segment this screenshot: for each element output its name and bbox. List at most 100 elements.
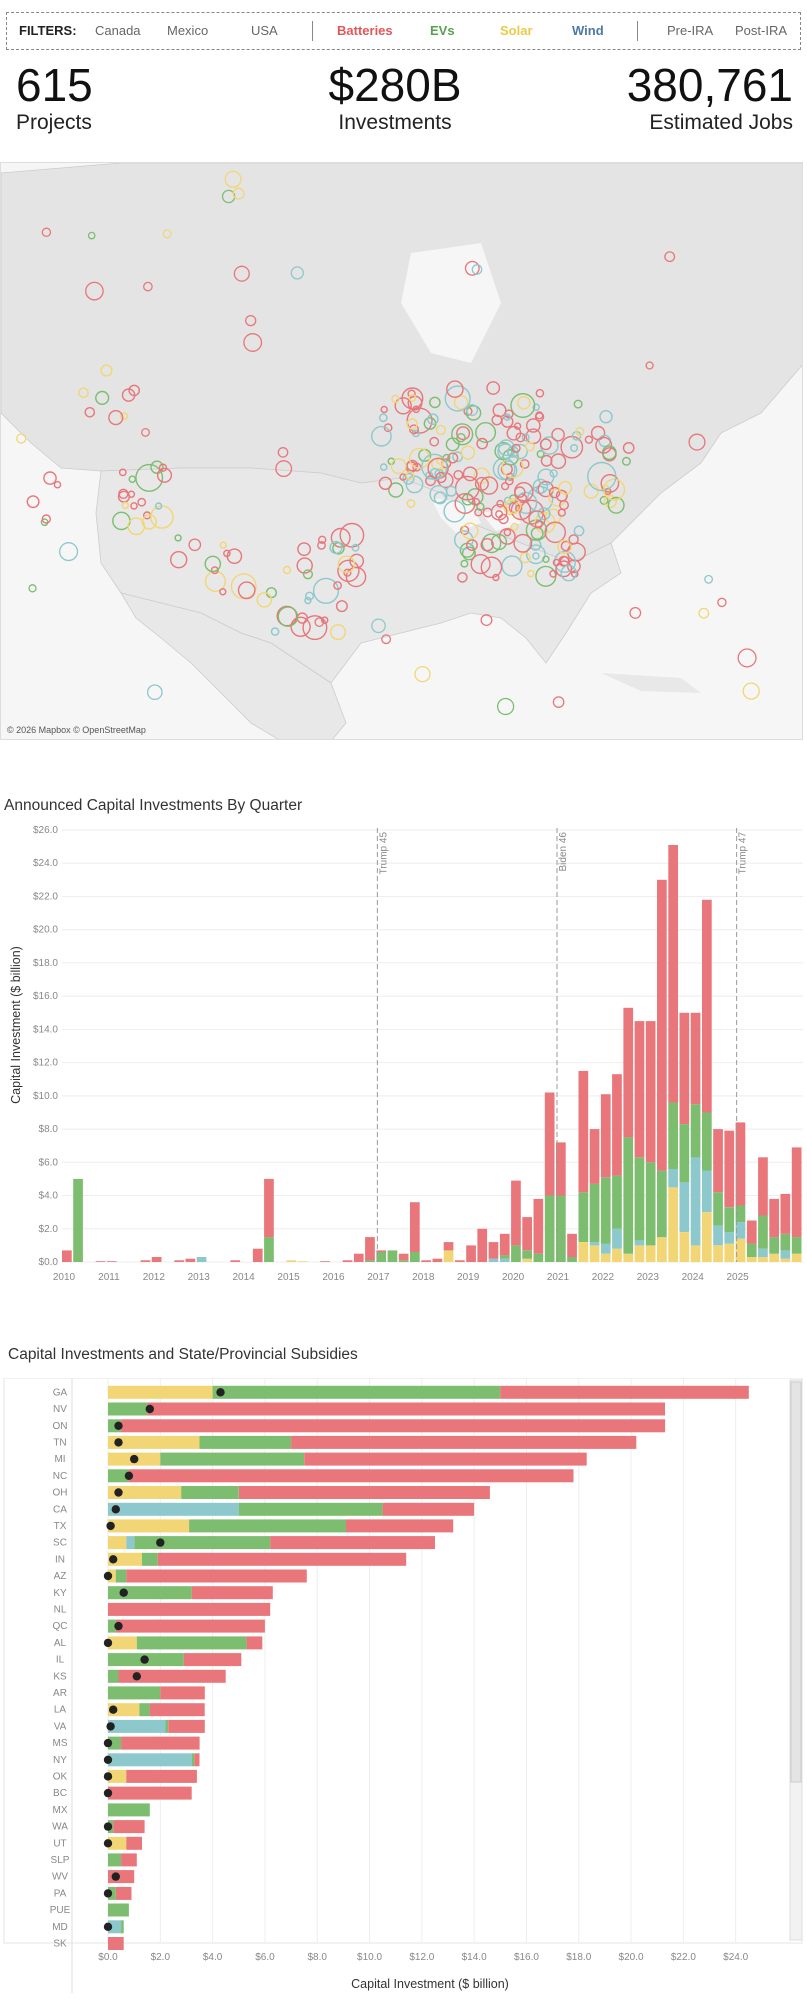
project-marker[interactable] (304, 596, 312, 605)
subsidy-marker[interactable] (103, 1571, 113, 1581)
project-marker[interactable] (464, 260, 480, 276)
project-marker[interactable] (297, 542, 311, 556)
bar-segment-solar[interactable] (108, 1385, 213, 1399)
filter-mexico[interactable]: Mexico (167, 23, 209, 38)
project-marker[interactable] (474, 476, 489, 491)
bar-segment-evs[interactable] (645, 1162, 656, 1246)
project-marker[interactable] (433, 491, 447, 505)
project-marker[interactable] (406, 459, 419, 472)
project-marker[interactable] (495, 510, 504, 519)
bar-segment-solar[interactable] (702, 1212, 712, 1262)
bar-segment-solar[interactable] (108, 1486, 182, 1499)
bar-segment-batteries[interactable] (353, 1253, 364, 1262)
bar-segment-wind[interactable] (780, 1250, 791, 1259)
project-marker[interactable] (555, 560, 573, 578)
project-marker[interactable] (84, 406, 96, 418)
project-marker[interactable] (454, 493, 476, 515)
project-marker[interactable] (496, 499, 505, 508)
bar-segment-evs[interactable] (533, 1253, 544, 1262)
project-marker[interactable] (524, 441, 535, 452)
project-marker[interactable] (314, 617, 325, 628)
project-marker[interactable] (717, 597, 727, 608)
bar-segment-batteries[interactable] (174, 1260, 184, 1262)
project-marker[interactable] (456, 426, 471, 441)
project-markers[interactable] (16, 170, 760, 716)
bar-segment-evs[interactable] (212, 1385, 501, 1399)
bar-segment-evs[interactable] (376, 1252, 387, 1262)
project-marker[interactable] (204, 555, 222, 573)
subsidy-marker[interactable] (156, 1538, 165, 1547)
bar-segment-wind[interactable] (634, 1240, 645, 1246)
project-marker[interactable] (503, 500, 519, 516)
bar-segment-solar[interactable] (791, 1253, 802, 1262)
project-marker[interactable] (219, 541, 228, 549)
bar-segment-batteries[interactable] (477, 1228, 488, 1262)
bar-segment-solar[interactable] (443, 1250, 454, 1262)
bar-segment-batteries[interactable] (746, 1220, 757, 1244)
bar-segment-batteries[interactable] (365, 1237, 375, 1261)
project-marker[interactable] (121, 501, 130, 510)
bar-segment-evs[interactable] (713, 1192, 723, 1226)
project-marker[interactable] (43, 471, 57, 485)
bar-segment-batteries[interactable] (304, 1452, 587, 1466)
bar-segment-batteries[interactable] (108, 1786, 192, 1800)
project-marker[interactable] (108, 410, 124, 426)
project-marker[interactable] (461, 522, 479, 540)
bar-segment-evs[interactable] (612, 1175, 622, 1229)
project-marker[interactable] (443, 500, 466, 523)
bar-segment-solar[interactable] (735, 1238, 746, 1262)
project-marker[interactable] (412, 462, 422, 472)
bar-segment-batteries[interactable] (128, 1469, 574, 1483)
project-marker[interactable] (28, 584, 37, 593)
project-marker[interactable] (223, 549, 231, 558)
bar-segment-batteries[interactable] (376, 1250, 387, 1253)
project-marker[interactable] (742, 682, 760, 700)
project-marker[interactable] (584, 435, 594, 444)
project-marker[interactable] (587, 461, 617, 492)
bar-segment-batteries[interactable] (668, 845, 678, 1103)
project-marker[interactable] (553, 550, 577, 573)
bar-segment-evs[interactable] (108, 1853, 122, 1867)
bar-segment-solar[interactable] (297, 1261, 308, 1262)
project-marker[interactable] (154, 502, 163, 510)
project-marker[interactable] (333, 581, 342, 590)
project-marker[interactable] (237, 581, 256, 600)
project-marker[interactable] (243, 333, 263, 352)
project-marker[interactable] (465, 405, 482, 421)
project-marker[interactable] (141, 427, 150, 437)
bar-segment-batteries[interactable] (443, 1242, 454, 1251)
bar-segment-evs[interactable] (769, 1237, 779, 1254)
project-marker[interactable] (408, 393, 417, 402)
project-marker[interactable] (494, 442, 513, 461)
bar-segment-batteries[interactable] (488, 1242, 499, 1259)
project-marker[interactable] (329, 540, 343, 555)
project-marker[interactable] (401, 387, 424, 410)
project-marker[interactable] (599, 495, 609, 505)
bar-segment-batteries[interactable] (151, 1257, 162, 1262)
project-marker[interactable] (513, 533, 533, 553)
bar-segment-wind[interactable] (702, 1170, 712, 1213)
project-marker[interactable] (476, 437, 489, 450)
project-marker[interactable] (282, 565, 292, 575)
bar-segment-batteries[interactable] (238, 1486, 490, 1499)
project-marker[interactable] (498, 513, 509, 525)
bar-segment-wind[interactable] (488, 1258, 499, 1262)
project-marker[interactable] (496, 697, 515, 716)
project-marker[interactable] (456, 433, 466, 443)
bar-segment-evs[interactable] (73, 1178, 83, 1262)
bar-segment-batteries[interactable] (398, 1253, 409, 1261)
project-marker[interactable] (429, 396, 441, 409)
project-marker[interactable] (421, 453, 448, 480)
subsidy-marker[interactable] (103, 1889, 113, 1898)
project-marker[interactable] (511, 443, 521, 453)
subsidy-marker[interactable] (109, 1705, 118, 1714)
filter-batteries[interactable]: Batteries (337, 23, 393, 38)
bar-segment-evs[interactable] (108, 1469, 129, 1483)
project-marker[interactable] (539, 438, 552, 451)
project-marker[interactable] (290, 616, 311, 637)
bar-segment-batteries[interactable] (589, 1129, 600, 1184)
project-marker[interactable] (290, 266, 304, 280)
project-marker[interactable] (502, 448, 519, 466)
project-marker[interactable] (558, 480, 573, 495)
bar-segment-batteries[interactable] (702, 899, 712, 1113)
